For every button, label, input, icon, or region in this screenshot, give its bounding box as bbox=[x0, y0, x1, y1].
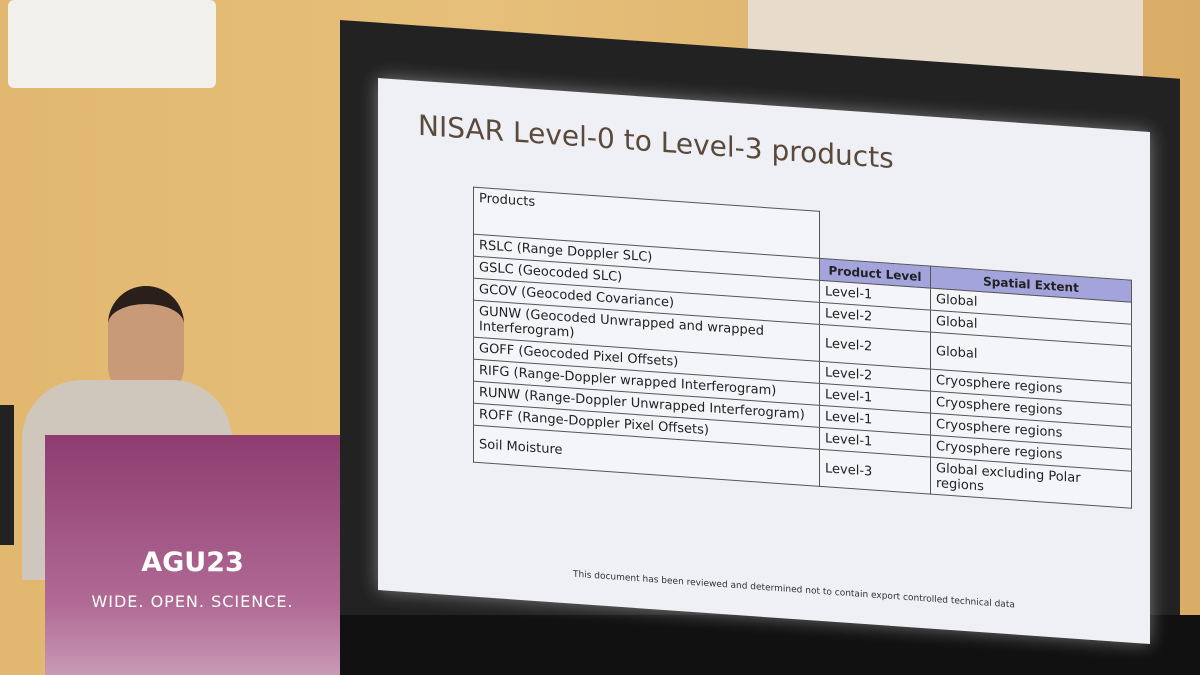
podium: AGU23 WIDE. OPEN. SCIENCE. bbox=[45, 435, 340, 675]
table-cell: Level-3 bbox=[819, 449, 931, 495]
podium-tagline: WIDE. OPEN. SCIENCE. bbox=[91, 592, 294, 611]
slide-footer: This document has been reviewed and dete… bbox=[573, 569, 1015, 611]
slide: NISAR Level-0 to Level-3 products Produc… bbox=[378, 78, 1150, 644]
slide-title: NISAR Level-0 to Level-3 products bbox=[418, 108, 894, 176]
podium-logo: AGU23 bbox=[141, 547, 244, 578]
wall-sign bbox=[8, 0, 216, 88]
monitor bbox=[0, 405, 14, 545]
product-table: Products RSLC (Range Doppler SLC) Product … bbox=[473, 187, 1132, 509]
